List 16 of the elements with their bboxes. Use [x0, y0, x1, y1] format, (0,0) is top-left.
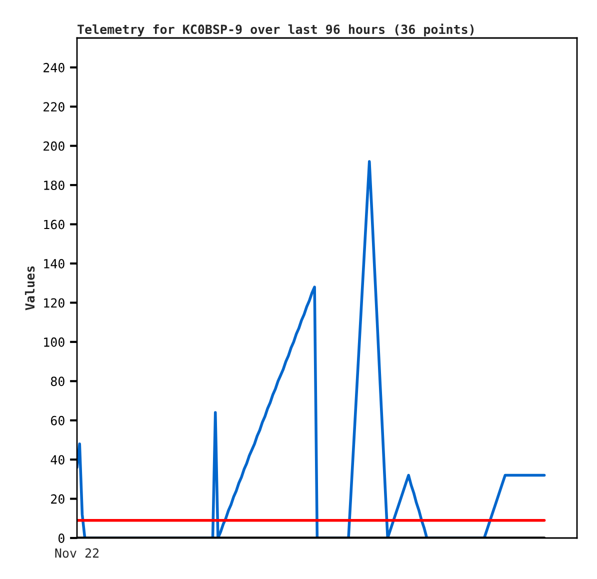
y-tick-label: 200	[44, 141, 64, 151]
y-tick-label: 140	[44, 258, 64, 268]
y-tick-label: 240	[44, 62, 64, 72]
y-tick-label: 80	[50, 376, 64, 386]
y-axis-title: Values	[24, 266, 35, 310]
text: Nov 22	[55, 548, 99, 558]
y-tick-label: 60	[50, 416, 64, 426]
y-tick-label: 100	[44, 337, 64, 347]
y-tick-label: 40	[50, 455, 64, 465]
y-tick-label: 160	[44, 220, 64, 230]
y-tick-label: 20	[51, 494, 64, 504]
y-tick-label: 220	[44, 102, 64, 112]
y-tick-label: 120	[44, 298, 64, 308]
chart-title: Telemetry for KC0BSP-9 over last 96 hours (36 points)	[78, 24, 474, 36]
y-tick-label: 180	[44, 180, 64, 190]
y-tick-label: 0	[58, 534, 64, 543]
